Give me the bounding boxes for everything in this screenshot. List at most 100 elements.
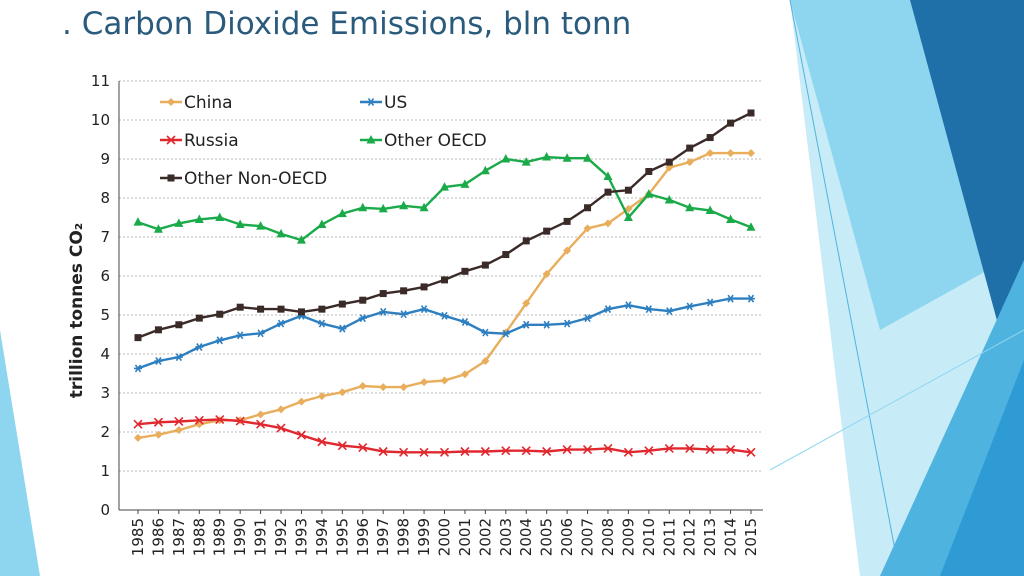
data-point-us <box>134 364 142 373</box>
data-point-russia <box>194 415 204 425</box>
data-point-russia <box>685 443 695 453</box>
data-point-china <box>134 433 142 442</box>
data-point-us <box>460 318 469 326</box>
y-tick-label: 8 <box>100 189 110 207</box>
data-point-russia <box>256 419 266 429</box>
x-tick-label: 1986 <box>149 518 167 556</box>
deco-panel-deep <box>940 360 1024 576</box>
data-point-china <box>277 405 286 414</box>
data-point-russia <box>399 447 409 457</box>
x-tick-label: 1998 <box>395 518 413 556</box>
x-tick-label: 1991 <box>252 518 270 556</box>
x-tick-label: 2012 <box>681 518 699 556</box>
legend-marker <box>366 135 376 144</box>
x-tick-label: 2014 <box>722 518 740 556</box>
data-point-other-non-oecd <box>359 296 367 304</box>
data-point-china <box>297 397 306 406</box>
data-point-other-non-oecd <box>645 167 653 175</box>
data-point-other-oecd <box>317 219 327 229</box>
data-point-other-oecd <box>726 214 736 223</box>
x-tick-label: 1994 <box>313 518 331 556</box>
data-point-other-oecd <box>705 205 715 214</box>
data-point-china <box>481 357 490 366</box>
data-point-other-oecd <box>276 228 286 238</box>
data-point-other-non-oecd <box>727 119 735 127</box>
data-point-us <box>338 324 347 333</box>
data-point-us <box>583 314 592 323</box>
x-tick-label: 2003 <box>497 518 515 556</box>
x-tick-label: 2002 <box>476 518 494 556</box>
data-point-russia <box>501 446 511 456</box>
data-point-russia <box>153 417 163 427</box>
x-tick-label: 2009 <box>619 518 637 556</box>
legend-item-other-non-oecd: Other Non-OECD <box>160 169 327 189</box>
data-point-other-non-oecd <box>522 237 530 245</box>
data-point-us <box>501 329 510 338</box>
data-point-russia <box>358 443 368 453</box>
x-tick-label: 1987 <box>170 518 188 556</box>
data-point-other-oecd <box>521 157 531 166</box>
x-tick-label: 2015 <box>742 518 760 556</box>
data-point-russia <box>378 446 388 457</box>
x-tick-label: 1989 <box>211 518 229 556</box>
data-point-china <box>583 224 592 233</box>
data-point-other-non-oecd <box>216 310 224 318</box>
legend-label: Other OECD <box>384 131 487 151</box>
legend-label: Russia <box>184 131 239 151</box>
data-point-other-non-oecd <box>175 321 183 329</box>
data-point-us <box>644 305 653 314</box>
data-point-us <box>563 319 572 328</box>
data-point-other-oecd <box>685 202 695 212</box>
x-tick-label: 1995 <box>333 518 351 556</box>
legend-item-china: China <box>160 93 233 113</box>
data-point-us <box>154 357 163 365</box>
data-point-russia <box>296 430 307 440</box>
data-point-other-oecd <box>337 208 347 218</box>
data-point-other-non-oecd <box>257 305 265 313</box>
data-point-china <box>522 299 531 308</box>
data-point-us <box>706 298 715 307</box>
chart-legend: China US Russia Other OECD Other Non-OECD <box>160 93 487 189</box>
data-point-us <box>440 311 449 320</box>
legend-marker <box>166 135 176 145</box>
x-tick-label: 2008 <box>599 518 617 556</box>
series-other-non-oecd <box>134 109 755 342</box>
y-tick-label: 7 <box>100 228 110 246</box>
data-point-china <box>706 149 715 158</box>
data-point-china <box>563 246 572 255</box>
y-tick-label: 11 <box>91 72 110 90</box>
data-point-russia <box>276 423 286 433</box>
x-tick-label: 1999 <box>415 518 433 556</box>
x-tick-label: 2006 <box>558 518 576 556</box>
data-point-us <box>379 307 388 316</box>
data-point-russia <box>664 443 674 453</box>
data-point-other-oecd <box>583 153 593 162</box>
data-point-us <box>481 328 490 337</box>
data-point-other-oecd <box>133 217 143 226</box>
y-tick-label: 0 <box>100 501 110 519</box>
legend-label: US <box>384 93 407 113</box>
data-point-other-non-oecd <box>400 287 408 295</box>
data-point-us <box>747 294 755 303</box>
data-point-us <box>603 305 612 314</box>
data-point-other-non-oecd <box>747 109 755 117</box>
y-tick-label: 10 <box>91 111 110 129</box>
data-point-other-oecd <box>256 221 266 230</box>
data-point-other-non-oecd <box>420 283 428 291</box>
data-point-us <box>215 336 224 345</box>
data-point-other-oecd <box>440 182 449 191</box>
data-point-other-oecd <box>378 203 388 213</box>
data-point-us <box>277 319 286 328</box>
data-point-china <box>399 383 408 392</box>
data-point-us <box>522 320 531 329</box>
data-point-us <box>726 294 735 303</box>
data-point-us <box>685 302 694 311</box>
x-tick-label: 1990 <box>231 518 249 556</box>
y-axis-label: trillion tonnes CO₂ <box>67 223 87 398</box>
data-point-russia <box>439 447 450 457</box>
legend-label: China <box>184 93 233 113</box>
data-point-russia <box>562 444 572 455</box>
data-point-other-oecd <box>194 214 204 223</box>
